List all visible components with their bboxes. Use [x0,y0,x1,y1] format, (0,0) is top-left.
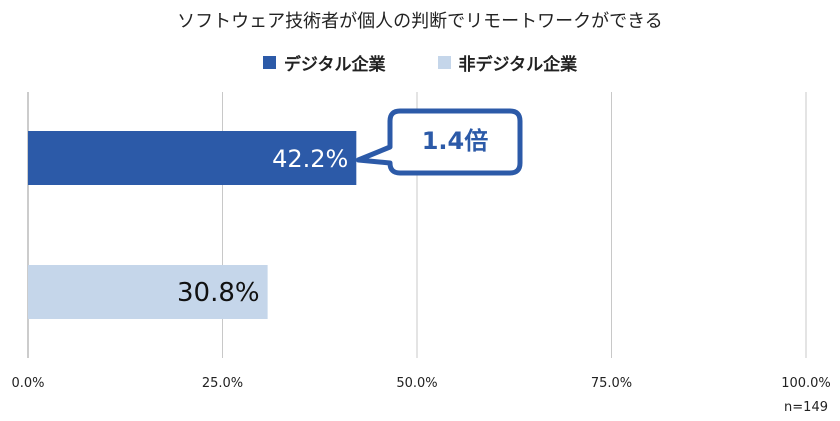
bar [28,265,268,319]
x-tick-label: 0.0% [11,376,44,391]
legend-swatch-non-digital [437,56,451,69]
callout-text: 1.4倍 [422,127,489,155]
bar [28,131,357,185]
legend-label-digital: デジタル企業 [283,55,386,75]
x-tick-label: 25.0% [202,376,243,391]
x-tick-label: 100.0% [781,376,831,391]
legend-label-non-digital: 非デジタル企業 [458,55,578,75]
x-tick-label: 75.0% [591,376,632,391]
sample-size-note: n=149 [784,400,828,415]
data-label: 30.8% [177,278,260,308]
callout-bubble [355,108,523,176]
legend-item-digital: デジタル企業 [262,50,386,75]
legend-swatch-digital [262,56,276,69]
x-tick-label: 50.0% [396,376,437,391]
chart-title: ソフトウェア技術者が個人の判断でリモートワークができる [177,11,663,32]
legend: デジタル企業 非デジタル企業 [0,50,840,75]
legend-item-non-digital: 非デジタル企業 [437,50,578,75]
data-label: 42.2% [272,145,348,173]
